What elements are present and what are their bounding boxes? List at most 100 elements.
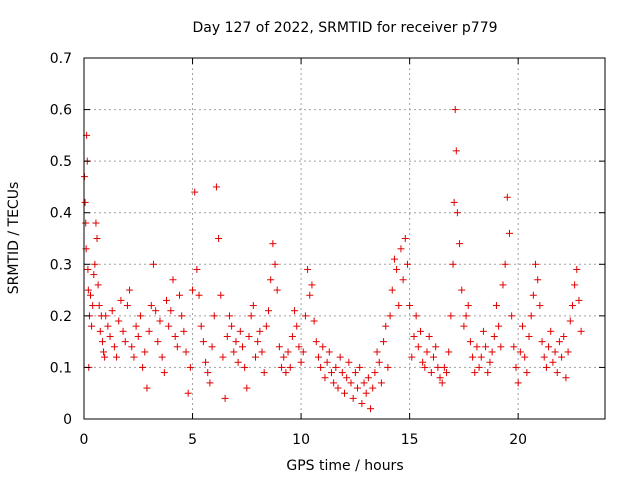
data-point — [434, 363, 442, 371]
data-point — [221, 394, 229, 402]
x-tick-label: 20 — [509, 432, 527, 448]
data-point — [156, 317, 164, 325]
data-point — [577, 327, 585, 335]
data-point — [540, 353, 548, 361]
data-point — [284, 348, 292, 356]
data-point — [232, 338, 240, 346]
data-point — [321, 374, 329, 382]
data-point — [139, 363, 147, 371]
data-point — [360, 379, 368, 387]
data-point — [416, 327, 424, 335]
data-point — [286, 363, 294, 371]
data-point — [512, 363, 520, 371]
data-point — [529, 291, 537, 299]
data-point — [406, 302, 414, 310]
data-point — [93, 235, 101, 242]
data-point — [247, 312, 255, 320]
data-point — [162, 296, 170, 304]
data-point — [106, 332, 114, 340]
data-point — [471, 369, 479, 377]
data-point — [371, 369, 379, 377]
data-point — [519, 322, 527, 330]
data-point — [558, 353, 566, 361]
data-point — [208, 343, 216, 351]
data-point — [323, 358, 331, 366]
data-point — [110, 343, 118, 351]
data-point — [495, 322, 503, 330]
data-point — [532, 260, 540, 268]
y-tick-label: 0.4 — [50, 206, 72, 222]
data-point — [115, 317, 123, 325]
data-point — [482, 343, 490, 351]
data-point — [312, 338, 320, 346]
data-point — [108, 307, 116, 315]
data-point — [293, 322, 301, 330]
data-point — [254, 338, 262, 346]
data-point — [534, 276, 542, 284]
data-point — [82, 219, 90, 227]
data-point — [260, 369, 268, 377]
data-point — [393, 265, 401, 273]
data-point — [336, 353, 344, 361]
data-point — [262, 322, 270, 330]
data-point — [354, 384, 362, 392]
data-point — [141, 348, 149, 356]
data-point — [230, 348, 238, 356]
data-point — [186, 363, 194, 371]
data-point — [178, 312, 186, 320]
data-point — [96, 327, 104, 335]
data-point — [484, 369, 492, 377]
data-point — [81, 198, 89, 206]
data-point — [432, 343, 440, 351]
x-axis-label: GPS time / hours — [286, 458, 403, 474]
data-point — [219, 353, 227, 361]
data-point — [497, 343, 505, 351]
data-point — [453, 209, 461, 217]
data-point — [538, 338, 546, 346]
data-point — [571, 281, 579, 289]
data-point — [408, 353, 416, 361]
data-point — [547, 327, 555, 335]
data-point — [306, 291, 314, 299]
data-point — [297, 358, 305, 366]
data-point — [377, 379, 385, 387]
data-point — [301, 312, 309, 320]
data-point — [228, 322, 236, 330]
data-point — [419, 358, 427, 366]
data-point — [147, 302, 155, 310]
data-point — [136, 312, 144, 320]
data-point — [447, 312, 455, 320]
data-point — [145, 327, 153, 335]
data-point — [89, 302, 97, 310]
y-tick-label: 0.1 — [50, 360, 72, 376]
data-point — [568, 302, 576, 310]
data-point — [414, 343, 422, 351]
data-point — [123, 302, 131, 310]
data-point — [280, 353, 288, 361]
data-point — [456, 240, 464, 248]
data-point — [197, 322, 205, 330]
y-tick-label: 0.3 — [50, 257, 72, 273]
data-point — [234, 358, 242, 366]
data-point — [375, 358, 383, 366]
axis-ticks — [83, 57, 605, 420]
data-point — [427, 369, 435, 377]
data-point — [421, 363, 429, 371]
data-point — [462, 312, 470, 320]
data-point — [384, 363, 392, 371]
data-point — [334, 384, 342, 392]
data-point — [477, 353, 485, 361]
data-point — [458, 286, 466, 294]
data-point — [193, 265, 201, 273]
data-point — [553, 369, 561, 377]
data-point — [386, 312, 394, 320]
data-point — [514, 379, 522, 387]
data-point — [523, 369, 531, 377]
data-point — [243, 384, 251, 392]
data-point — [449, 260, 457, 268]
data-point — [516, 348, 524, 356]
data-point — [395, 302, 403, 310]
data-point — [369, 384, 377, 392]
data-point — [191, 188, 199, 196]
y-tick-label: 0 — [63, 412, 72, 428]
